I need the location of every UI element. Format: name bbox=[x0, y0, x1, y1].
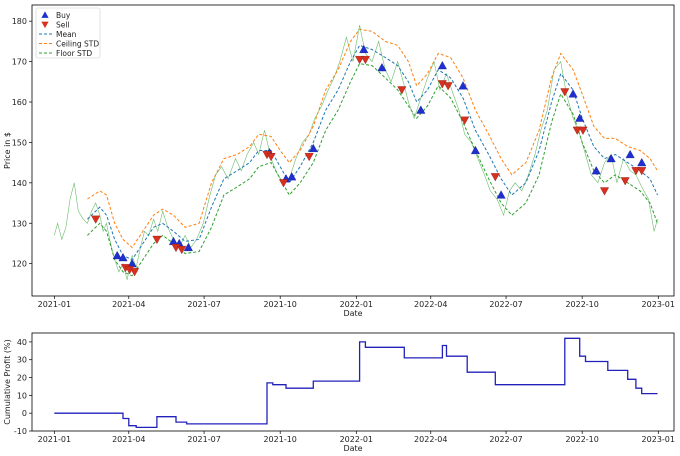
sell-marker bbox=[397, 86, 407, 95]
sell-marker bbox=[443, 82, 453, 91]
y-tick-label: 160 bbox=[12, 98, 27, 107]
sell-marker bbox=[620, 177, 630, 186]
x-tick-label: 2022-10 bbox=[565, 435, 598, 444]
buy-marker bbox=[118, 252, 128, 262]
buy-marker bbox=[575, 113, 585, 122]
sell-marker bbox=[560, 88, 570, 97]
x-axis-label: Date bbox=[343, 309, 362, 318]
x-tick-label: 2021-10 bbox=[263, 300, 296, 309]
x-tick-label: 2021-01 bbox=[38, 435, 71, 444]
y-tick-label: 140 bbox=[12, 179, 27, 188]
y-tick-label: 10 bbox=[17, 391, 27, 400]
y-tick-label: 180 bbox=[12, 17, 27, 26]
y-tick-label: 150 bbox=[12, 138, 27, 147]
legend-label-floor: Floor STD bbox=[56, 49, 92, 58]
x-tick-label: 2021-07 bbox=[187, 435, 220, 444]
sell-marker bbox=[631, 167, 641, 176]
sell-marker bbox=[360, 56, 370, 65]
buy-marker bbox=[183, 242, 193, 252]
x-tick-label: 2022-10 bbox=[565, 300, 598, 309]
y-axis-label: Price in $ bbox=[3, 132, 12, 169]
y-tick-label: 130 bbox=[12, 219, 27, 228]
x-axis-label: Date bbox=[343, 444, 362, 453]
x-tick-label: 2021-10 bbox=[263, 435, 296, 444]
buy-marker bbox=[112, 250, 122, 260]
sell-marker bbox=[599, 187, 610, 196]
legend-label-buy: Buy bbox=[56, 11, 71, 20]
buy-marker bbox=[496, 190, 506, 199]
sell-marker bbox=[130, 268, 140, 277]
x-tick-label: 2021-04 bbox=[112, 300, 145, 309]
x-tick-label: 2021-04 bbox=[112, 435, 145, 444]
mean-line bbox=[87, 44, 658, 261]
buy-marker bbox=[625, 149, 635, 159]
x-tick-label: 2022-04 bbox=[414, 300, 447, 309]
sell-marker bbox=[152, 235, 162, 245]
x-tick-label: 2023-01 bbox=[642, 300, 675, 309]
buy-marker bbox=[287, 172, 297, 181]
legend-box bbox=[35, 7, 101, 59]
x-tick-label: 2023-01 bbox=[642, 435, 675, 444]
legend-label-mean: Mean bbox=[56, 30, 77, 39]
y-tick-label: 40 bbox=[17, 338, 27, 347]
sell-marker bbox=[91, 215, 101, 224]
sell-marker bbox=[355, 56, 365, 65]
price-series-line bbox=[54, 25, 658, 280]
price-chart-panel: 2021-01 2021-04 2021-07 2021-10 2022-01 2022-… bbox=[3, 4, 675, 318]
buy-marker bbox=[470, 145, 480, 155]
sell-marker bbox=[578, 126, 588, 135]
sell-marker bbox=[460, 116, 470, 125]
legend-sell-swatch bbox=[41, 21, 49, 29]
y-tick-label: 20 bbox=[17, 374, 27, 383]
buy-marker bbox=[127, 259, 137, 268]
sell-marker bbox=[278, 179, 289, 188]
x-tick-label: 2022-04 bbox=[414, 435, 447, 444]
sell-marker bbox=[266, 153, 276, 162]
buy-marker bbox=[308, 143, 318, 153]
y-axis-label: Cumulative Profit (%) bbox=[3, 339, 12, 424]
buy-marker bbox=[637, 158, 647, 167]
x-tick-label: 2022-01 bbox=[340, 435, 373, 444]
buy-marker bbox=[416, 105, 426, 114]
buy-marker bbox=[568, 89, 578, 98]
y-tick-label: 0 bbox=[22, 409, 27, 418]
profit-chart-panel: 2021-01 2021-04 2021-07 2021-10 2022-01 2022-… bbox=[3, 332, 675, 453]
x-tick-label: 2022-01 bbox=[340, 300, 373, 309]
x-tick-label: 2021-01 bbox=[38, 300, 71, 309]
y-tick-label: 120 bbox=[12, 260, 27, 269]
legend-label-ceiling: Ceiling STD bbox=[56, 39, 99, 48]
sell-marker bbox=[637, 167, 647, 176]
sell-marker bbox=[572, 126, 582, 135]
sell-marker bbox=[304, 153, 314, 162]
buy-marker bbox=[437, 61, 447, 70]
x-tick-label: 2021-07 bbox=[187, 300, 220, 309]
buy-marker bbox=[377, 63, 387, 72]
plot-frame bbox=[31, 4, 675, 297]
floor-std-line bbox=[87, 63, 658, 277]
sell-marker bbox=[490, 173, 500, 182]
sell-marker bbox=[177, 245, 187, 255]
legend-label-sell: Sell bbox=[56, 20, 70, 29]
ceiling-std-line bbox=[87, 28, 658, 249]
y-tick-label: -10 bbox=[14, 427, 27, 436]
buy-marker bbox=[458, 81, 468, 90]
x-tick-label: 2022-07 bbox=[489, 300, 522, 309]
buy-marker bbox=[591, 166, 601, 175]
y-tick-label: 170 bbox=[12, 58, 27, 67]
x-tick-label: 2022-07 bbox=[489, 435, 522, 444]
buy-marker bbox=[359, 44, 369, 54]
cumulative-profit-line bbox=[54, 337, 658, 429]
buy-marker bbox=[606, 153, 616, 163]
legend-buy-swatch bbox=[41, 11, 49, 18]
y-tick-label: 30 bbox=[17, 356, 27, 365]
plot-frame bbox=[31, 332, 675, 432]
